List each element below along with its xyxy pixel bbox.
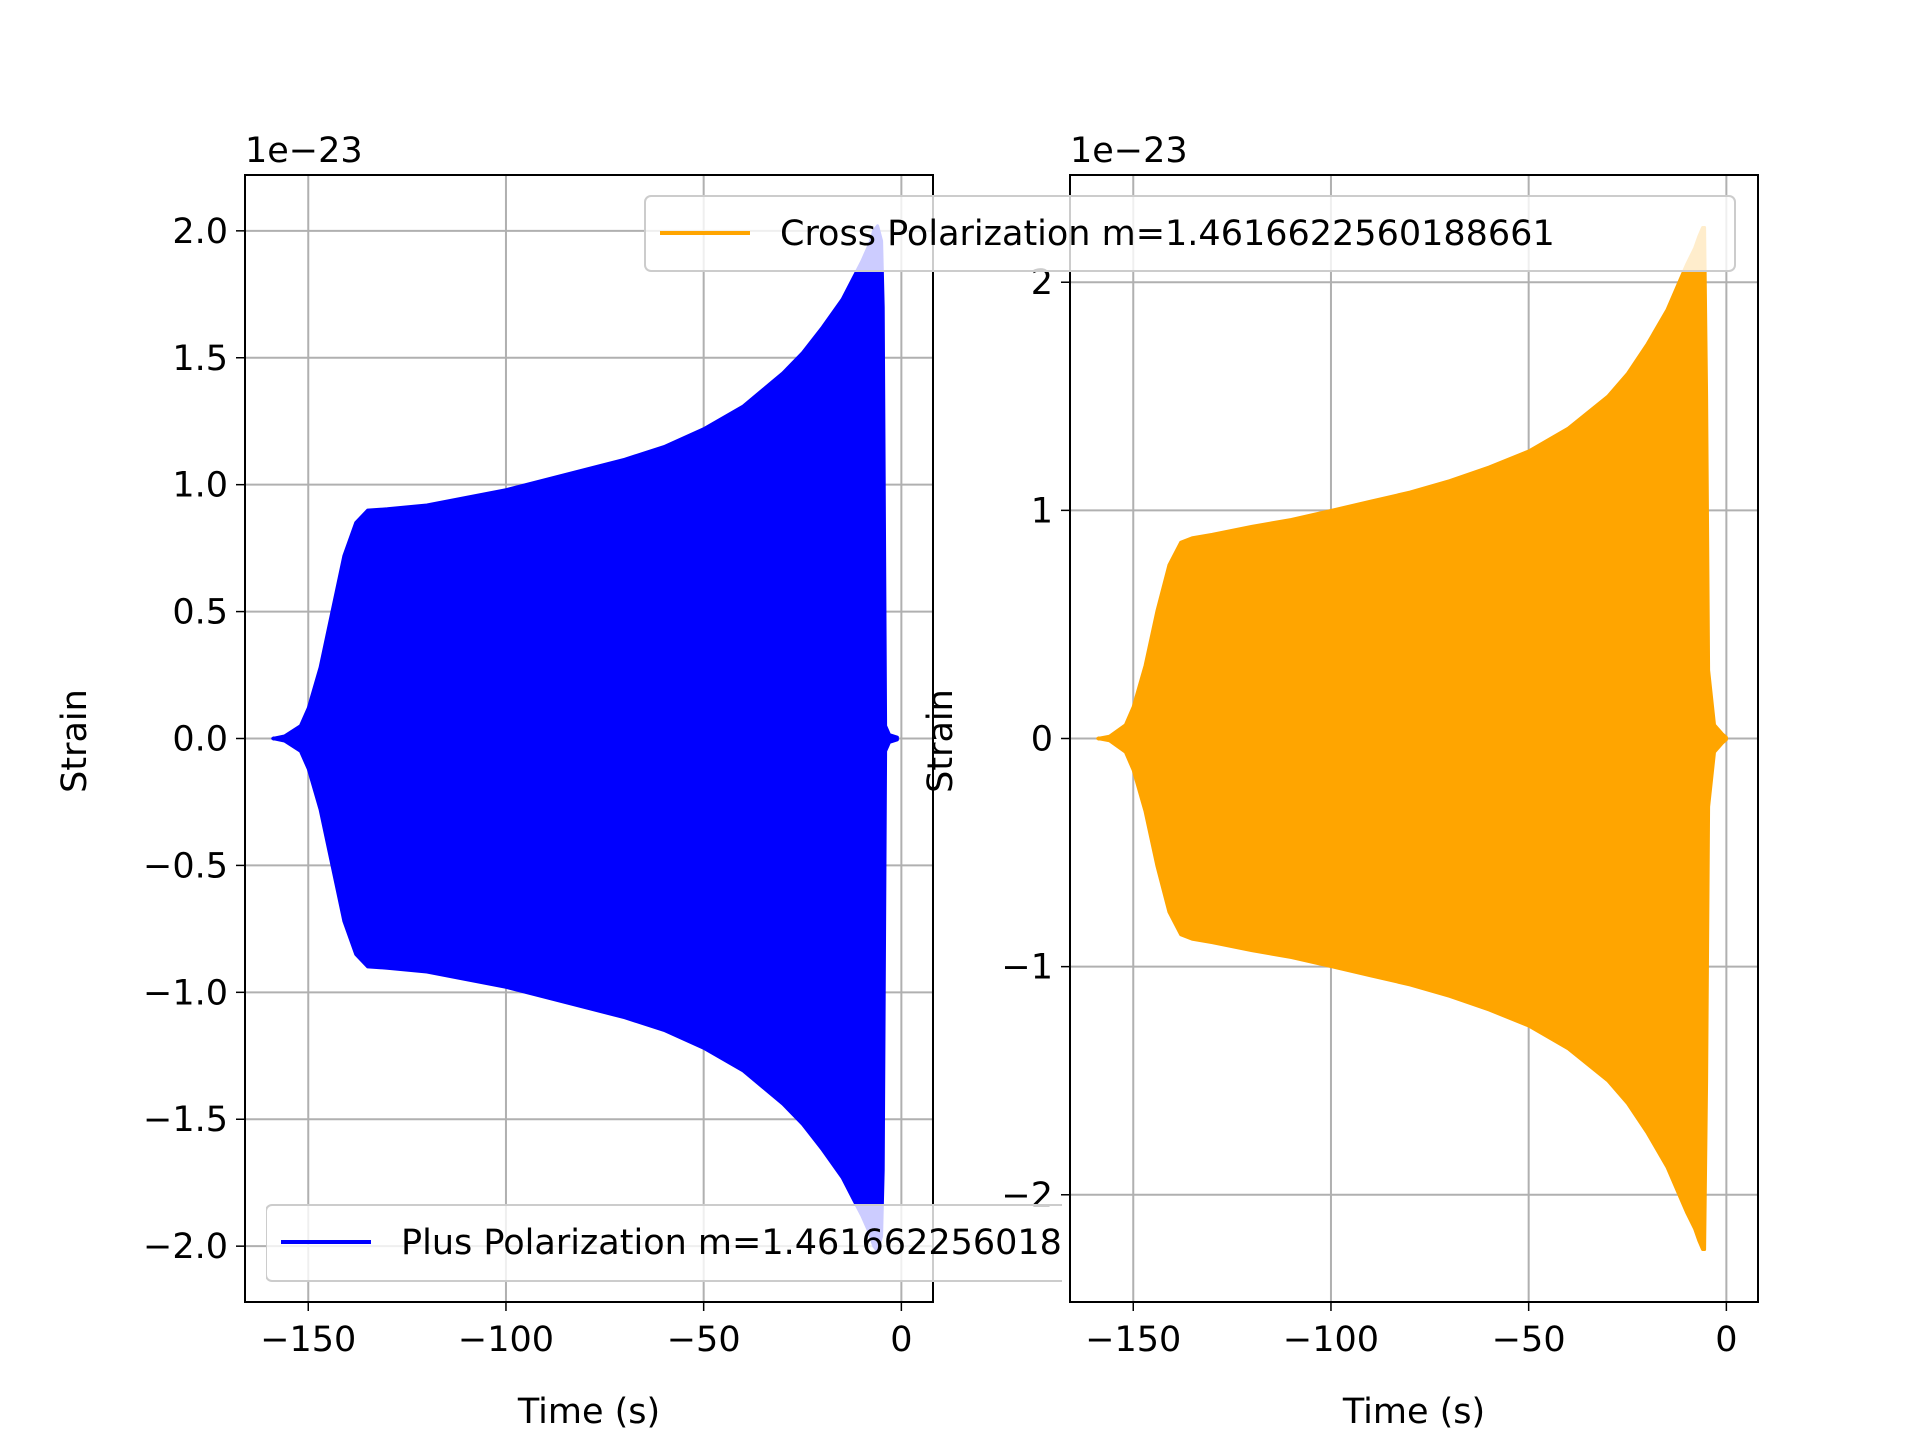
x-tick-label: −100 bbox=[458, 1320, 554, 1360]
y-tick-label: 1.5 bbox=[172, 339, 228, 379]
legend-entry-plus: Plus Polarization m=1.4616622560188661 bbox=[401, 1223, 1151, 1263]
y-tick-label: −1 bbox=[1001, 948, 1053, 988]
plot-data bbox=[271, 224, 899, 1253]
x-axis-label: Time (s) bbox=[1342, 1392, 1485, 1432]
cross-polarization-axes: −150 −100 −50 0 210−1−2 1e−23 Time (s) Stra… bbox=[921, 131, 1759, 1432]
x-tick-label: 0 bbox=[1715, 1320, 1737, 1360]
x-tick-labels: −150 −100 −50 0 bbox=[260, 1320, 912, 1360]
y-tick-label: 0.0 bbox=[172, 720, 228, 760]
y-tick-labels: 210−1−2 bbox=[1001, 263, 1053, 1216]
legend-entry-cross: Cross Polarization m=1.4616622560188661 bbox=[780, 214, 1555, 254]
y-tick-label: −1.0 bbox=[143, 973, 228, 1013]
plot-data bbox=[1096, 226, 1728, 1251]
legend-box bbox=[644, 195, 1736, 272]
tick-marks bbox=[1061, 281, 1728, 1311]
x-tick-label: −100 bbox=[1283, 1320, 1379, 1360]
y-tick-label: 2 bbox=[1031, 263, 1053, 303]
y-tick-label: −1.5 bbox=[143, 1100, 228, 1140]
x-tick-label: 0 bbox=[890, 1320, 912, 1360]
y-tick-labels: 2.0 1.5 1.0 0.5 0.0 −0.5 −1.0 −1.5 −2.0 bbox=[143, 212, 228, 1267]
y-axis-label: Strain bbox=[921, 689, 961, 793]
y-offset-text: 1e−23 bbox=[1070, 131, 1188, 171]
cross-polarization-legend: Cross Polarization m=1.4616622560188661 bbox=[644, 195, 1736, 272]
tick-marks bbox=[236, 230, 903, 1311]
plus-polarization-axes: −150 −100 −50 0 2.0 1.5 1.0 0.5 0.0 −0.5 −1.0 −1.5… bbox=[55, 131, 934, 1432]
y-offset-text: 1e−23 bbox=[245, 131, 363, 171]
plus-polarization-legend: Plus Polarization m=1.4616622560188661 bbox=[266, 1204, 1151, 1282]
y-tick-label: 2.0 bbox=[172, 212, 228, 252]
legend-box bbox=[266, 1204, 1062, 1282]
x-tick-label: −50 bbox=[1492, 1320, 1566, 1360]
y-tick-label: 1 bbox=[1031, 491, 1053, 531]
x-tick-label: −150 bbox=[260, 1320, 356, 1360]
x-tick-label: −50 bbox=[667, 1320, 741, 1360]
x-tick-label: −150 bbox=[1085, 1320, 1181, 1360]
y-tick-label: −2.0 bbox=[143, 1227, 228, 1267]
y-axis-label: Strain bbox=[55, 689, 95, 793]
x-tick-labels: −150 −100 −50 0 bbox=[1085, 1320, 1737, 1360]
y-tick-label: 0.5 bbox=[172, 593, 228, 633]
y-tick-label: 1.0 bbox=[172, 466, 228, 506]
x-axis-label: Time (s) bbox=[517, 1392, 660, 1432]
y-tick-label: −0.5 bbox=[143, 846, 228, 886]
y-tick-label: 0 bbox=[1031, 720, 1053, 760]
